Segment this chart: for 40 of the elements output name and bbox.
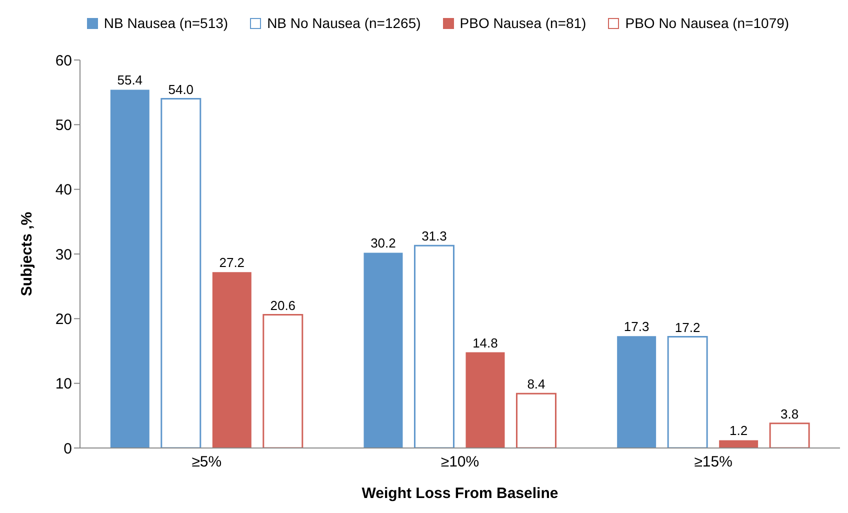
data-label: 17.3 [624, 319, 650, 334]
data-label: 55.4 [117, 72, 143, 88]
x-tick-label: ≥5% [192, 454, 222, 471]
y-tick-label: 0 [64, 440, 72, 458]
x-axis-title: Weight Loss From Baseline [362, 485, 558, 502]
data-label: 31.3 [422, 228, 447, 244]
x-tick-label: ≥10% [440, 454, 480, 471]
y-tick-label: 30 [55, 246, 72, 264]
legend-label: NB No Nausea (n=1265) [267, 15, 421, 31]
legend-label: PBO No Nausea (n=1079) [625, 15, 790, 31]
data-label: 20.6 [270, 298, 296, 313]
bar [160, 98, 202, 448]
bar [617, 336, 656, 448]
bar [364, 252, 403, 448]
data-label: 14.8 [472, 335, 498, 350]
x-tick-label: ≥15% [694, 454, 732, 471]
data-label: 27.2 [219, 255, 245, 270]
data-label: 1.2 [730, 423, 748, 438]
bar [212, 272, 252, 448]
data-label: 54.0 [168, 82, 194, 97]
bar [414, 244, 454, 448]
y-tick-label: 60 [55, 52, 72, 70]
data-label: 30.2 [370, 236, 396, 251]
y-tick-label: 40 [55, 182, 72, 199]
legend-label: PBO Nausea (n=81) [460, 15, 586, 31]
bar [769, 422, 810, 448]
y-tick-label: 50 [55, 116, 72, 134]
y-axis-title: Subjects ,% [18, 212, 36, 296]
bar [262, 314, 304, 448]
data-label: 3.8 [780, 406, 799, 422]
y-tick-label: 10 [55, 376, 72, 393]
bar [516, 392, 556, 448]
y-tick-label: 20 [55, 310, 72, 328]
bar [466, 352, 505, 448]
data-label: 8.4 [527, 376, 546, 392]
bar [667, 336, 708, 448]
data-label: 17.2 [674, 320, 700, 335]
legend-label: NB Nausea (n=513) [104, 15, 228, 31]
bar [719, 440, 758, 448]
bar [110, 90, 150, 448]
